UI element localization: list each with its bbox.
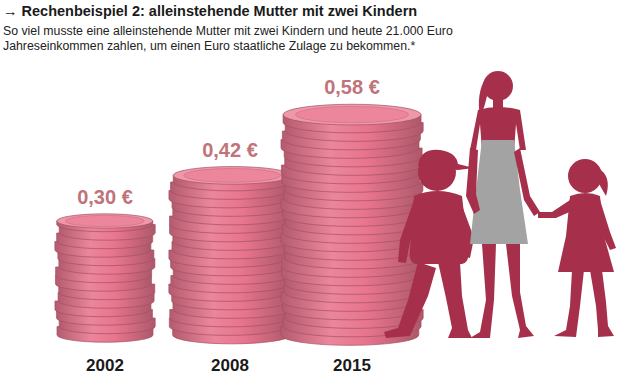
plot-area: [55, 104, 423, 345]
data-label: 0,58 €: [324, 76, 380, 98]
data-label: 0,42 €: [202, 139, 258, 161]
girl-pigtail: [596, 168, 608, 196]
mother-leg-right: [506, 244, 534, 338]
coin-rim: [295, 107, 408, 123]
coin-top: [283, 104, 421, 125]
coin-stack: [169, 167, 291, 344]
coin-stack: [55, 214, 155, 342]
boy-leg-left: [384, 262, 436, 338]
coin-top: [173, 167, 291, 185]
title: → Rechenbeispiel 2: alleinstehende Mutte…: [3, 3, 417, 19]
mother-arm-right: [514, 148, 540, 216]
labels: 0,30 € 2002 0,42 € 2008 0,58 € 2015: [77, 76, 380, 375]
family-illustration: [384, 71, 616, 338]
subtitle: So viel musste eine alleinstehende Mutte…: [3, 24, 523, 54]
chart: 0,30 € 2002 0,42 € 2008 0,58 € 2015: [0, 0, 621, 383]
boy-arm-right: [454, 200, 474, 258]
girl-leg-right: [590, 270, 614, 337]
mother-leg-left: [470, 244, 496, 338]
boy-leg-right: [438, 262, 472, 338]
x-tick-label: 2002: [86, 356, 124, 375]
x-tick-label: 2008: [211, 356, 249, 375]
mother-head: [483, 71, 513, 101]
coin-rim: [184, 168, 281, 182]
girl-arm-right: [594, 200, 616, 250]
x-tick-label: 2015: [333, 356, 371, 375]
coin-top: [57, 214, 153, 228]
coin-rim: [65, 215, 144, 226]
girl-leg-left: [554, 270, 584, 337]
mother-arm-left: [466, 148, 480, 214]
boy-arm-left: [398, 200, 420, 263]
boy-cap: [418, 150, 474, 170]
girl-arm-left: [538, 200, 574, 218]
coin-stack: [281, 104, 423, 345]
data-label: 0,30 €: [77, 186, 133, 208]
